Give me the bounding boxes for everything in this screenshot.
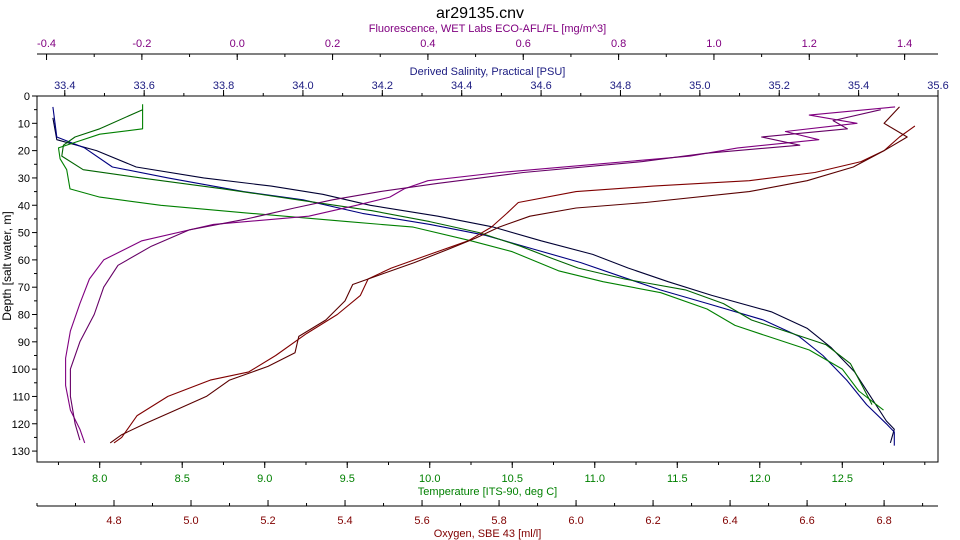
y-tick-label: 50 xyxy=(18,228,30,240)
y-axis-label: Depth [salt water, m] xyxy=(0,211,14,320)
temp-tick-label: 9.0 xyxy=(257,473,272,485)
y-tick-label: 10 xyxy=(18,118,30,130)
fluor-axis-title: Fluorescence, WET Labs ECO-AFL/FL [mg/m^… xyxy=(369,23,606,35)
salinity-tick-label: 34.8 xyxy=(610,80,631,92)
y-tick-label: 30 xyxy=(18,173,30,185)
fluor-tick-label: 0.2 xyxy=(325,38,340,50)
y-tick-label: 0 xyxy=(24,91,30,103)
oxygen-tick-label: 5.2 xyxy=(260,515,275,527)
y-tick-label: 130 xyxy=(12,446,30,458)
oxygen-tick-label: 4.8 xyxy=(106,515,121,527)
fluor-tick-label: 1.0 xyxy=(706,38,721,50)
y-tick-label: 110 xyxy=(12,391,30,403)
salinity-tick-label: 35.2 xyxy=(769,80,790,92)
temp-tick-label: 11.0 xyxy=(584,473,605,485)
salinity-tick-label: 34.2 xyxy=(372,80,393,92)
oxygen-axis-title: Oxygen, SBE 43 [ml/l] xyxy=(434,528,542,540)
y-tick-label: 120 xyxy=(12,419,30,431)
series-layer xyxy=(52,104,916,446)
salinity-tick-label: 33.4 xyxy=(54,80,75,92)
temp-tick-label: 8.0 xyxy=(92,473,107,485)
salinity-tick-label: 35.6 xyxy=(927,80,948,92)
salinity-tick-label: 33.8 xyxy=(213,80,234,92)
temp-tick-label: 10.0 xyxy=(419,473,440,485)
temp-tick-label: 11.5 xyxy=(667,473,688,485)
fluor-tick-label: -0.4 xyxy=(37,38,56,50)
y-tick-label: 100 xyxy=(12,364,30,376)
oxygen-tick-label: 6.2 xyxy=(645,515,660,527)
temp-axis-title: Temperature [ITS-90, deg C] xyxy=(418,486,557,498)
fluor-tick-label: 0.4 xyxy=(420,38,435,50)
oxygen-tick-label: 5.4 xyxy=(337,515,352,527)
temp-tick-label: 9.5 xyxy=(340,473,355,485)
y-tick-label: 40 xyxy=(18,200,30,212)
oxygen-tick-label: 5.8 xyxy=(491,515,506,527)
salinity-tick-label: 35.0 xyxy=(689,80,710,92)
temp-tick-label: 8.5 xyxy=(175,473,190,485)
oxygen-tick-label: 6.8 xyxy=(876,515,891,527)
salinity-axis-title: Derived Salinity, Practical [PSU] xyxy=(410,66,566,78)
salinity-series-line-2 xyxy=(52,106,895,446)
oxygen-tick-label: 5.6 xyxy=(414,515,429,527)
fluor-tick-label: 0.8 xyxy=(611,38,626,50)
plot-frame xyxy=(36,95,939,463)
temp-tick-label: 12.0 xyxy=(749,473,770,485)
y-tick-label: 70 xyxy=(18,282,30,294)
salinity-tick-label: 35.4 xyxy=(848,80,869,92)
oxygen-series-line-8 xyxy=(109,106,908,444)
salinity-tick-label: 34.6 xyxy=(530,80,551,92)
fluor-tick-label: -0.2 xyxy=(132,38,151,50)
salinity-tick-label: 34.4 xyxy=(451,80,472,92)
y-tick-label: 90 xyxy=(18,337,30,349)
fluor-tick-label: 0.0 xyxy=(230,38,245,50)
salinity-series-line-1 xyxy=(52,117,895,444)
temp-tick-label: 10.5 xyxy=(502,473,523,485)
y-tick-label: 60 xyxy=(18,255,30,267)
temp-tick-label: 12.5 xyxy=(832,473,853,485)
oxygen-tick-label: 5.0 xyxy=(183,515,198,527)
fluor-tick-label: 1.2 xyxy=(802,38,817,50)
salinity-tick-label: 33.6 xyxy=(133,80,154,92)
y-tick-label: 80 xyxy=(18,310,30,322)
oxygen-tick-label: 6.0 xyxy=(568,515,583,527)
chart-title: ar29135.cnv xyxy=(436,5,524,22)
temp-series-line-3 xyxy=(57,104,884,411)
fluor-tick-label: 0.6 xyxy=(516,38,531,50)
temp-series-line-4 xyxy=(61,109,873,405)
salinity-tick-label: 34.0 xyxy=(292,80,313,92)
axes-layer: 0 10 20 30 40 50 60 70 80 90 100 110 120 130 -0.4 -0.2 0… xyxy=(12,23,949,540)
oxygen-series-line-7 xyxy=(113,125,916,444)
fluor-series-line-6 xyxy=(69,109,881,441)
fluor-series-line-5 xyxy=(65,106,896,444)
fluor-tick-label: 1.4 xyxy=(897,38,912,50)
y-tick-label: 20 xyxy=(18,146,30,158)
oxygen-tick-label: 6.6 xyxy=(799,515,814,527)
oxygen-tick-label: 6.4 xyxy=(722,515,737,527)
